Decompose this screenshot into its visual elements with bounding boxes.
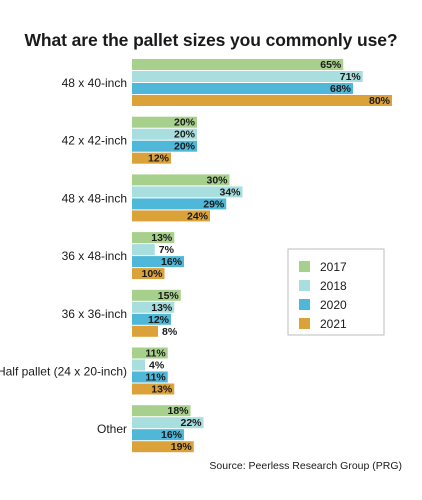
bar-2018 [132, 244, 155, 256]
data-label: 11% [145, 348, 166, 360]
data-label: 71% [340, 71, 362, 83]
bar-2017 [132, 116, 197, 128]
data-label: 13% [151, 232, 173, 244]
bar-2018 [132, 359, 145, 371]
legend-swatch-2017 [299, 261, 310, 272]
data-label: 12% [148, 153, 170, 165]
chart-title: What are the pallet sizes you commonly u… [24, 30, 398, 50]
data-label: 20% [174, 141, 196, 153]
data-label: 20% [174, 117, 196, 129]
legend-swatch-2020 [299, 299, 310, 310]
bar-2017 [132, 232, 175, 244]
category-label: 48 x 48-inch [62, 191, 127, 205]
bar-2020 [132, 83, 353, 94]
data-label: 80% [369, 95, 391, 107]
bar-2021 [132, 325, 158, 337]
bar-2021 [132, 383, 175, 395]
data-label: 16% [161, 429, 183, 441]
data-label: 13% [151, 302, 173, 314]
bar-2018 [132, 128, 197, 140]
category-label: 48 x 40-inch [62, 76, 127, 90]
bar-2021 [132, 210, 210, 222]
bar-2021 [132, 95, 392, 106]
bar-2017 [132, 174, 230, 186]
data-label: 11% [145, 372, 166, 384]
bar-2017 [132, 289, 181, 301]
legend-label-2017: 2017 [320, 260, 347, 274]
bar-2020 [132, 256, 184, 268]
legend-label-2018: 2018 [320, 279, 347, 293]
bar-2021 [132, 152, 171, 164]
data-label: 18% [167, 405, 189, 417]
data-label: 19% [171, 441, 193, 453]
category-label: 36 x 48-inch [62, 249, 127, 263]
source-note: Source: Peerless Research Group (PRG) [209, 460, 402, 472]
category-label: Half pallet (24 x 20-inch) [0, 365, 127, 379]
bar-2018 [132, 71, 363, 82]
category-label: 42 x 42-inch [62, 134, 127, 148]
bar-2020 [132, 429, 184, 441]
bar-2020 [132, 313, 171, 325]
bar-2020 [132, 371, 168, 383]
data-label: 15% [158, 290, 180, 302]
data-label: 68% [330, 83, 352, 95]
category-label: 36 x 36-inch [62, 307, 127, 321]
bar-2020 [132, 198, 227, 210]
data-label: 7% [159, 244, 175, 256]
data-label: 12% [148, 314, 170, 326]
bar-2021 [132, 441, 194, 453]
data-label: 16% [161, 256, 183, 268]
bar-2017 [132, 347, 168, 359]
data-label: 22% [180, 417, 202, 429]
bar-2018 [132, 186, 243, 198]
legend-label-2020: 2020 [320, 298, 347, 312]
data-label: 13% [151, 384, 173, 396]
data-label: 10% [141, 268, 163, 280]
legend-label-2021: 2021 [320, 317, 347, 331]
bar-2017 [132, 59, 344, 70]
data-label: 29% [203, 198, 225, 210]
category-label: Other [97, 422, 127, 436]
data-label: 30% [206, 174, 228, 186]
bar-2020 [132, 140, 197, 152]
bar-2021 [132, 268, 165, 280]
data-label: 24% [187, 210, 209, 222]
data-label: 34% [219, 186, 241, 198]
bar-2018 [132, 417, 204, 429]
bar-2017 [132, 405, 191, 417]
data-label: 20% [174, 129, 196, 141]
data-label: 8% [162, 326, 178, 338]
legend-swatch-2018 [299, 280, 310, 291]
data-label: 4% [149, 360, 165, 372]
data-label: 65% [320, 59, 342, 71]
bar-2018 [132, 301, 175, 313]
legend-swatch-2021 [299, 318, 310, 329]
